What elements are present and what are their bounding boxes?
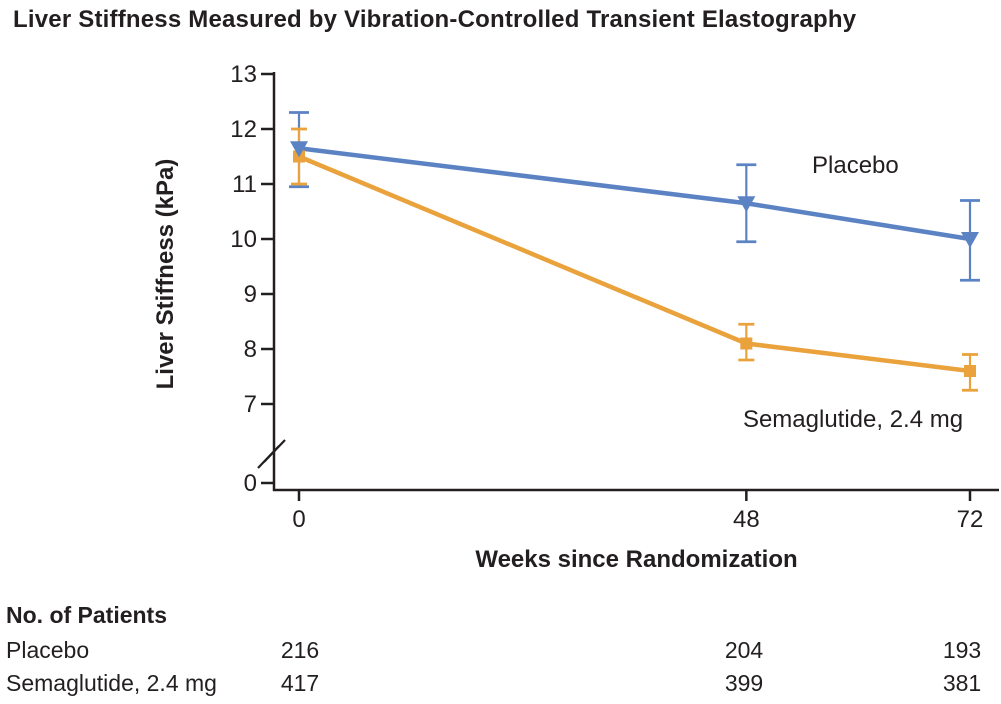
patients-row-label: Placebo	[6, 637, 90, 663]
patients-row-label: Semaglutide, 2.4 mg	[6, 670, 217, 696]
y-tick-label: 10	[230, 226, 257, 253]
square-marker	[964, 365, 976, 377]
patients-count: 399	[724, 670, 764, 696]
y-tick-label: 8	[244, 336, 257, 363]
patients-count: 193	[942, 637, 982, 663]
triangle-down-marker	[961, 232, 979, 248]
x-axis-title: Weeks since Randomization	[475, 546, 798, 573]
patients-count: 216	[280, 637, 320, 663]
y-tick-label: 9	[244, 281, 257, 308]
y-tick-label: 11	[232, 171, 257, 198]
axis-break-slash	[257, 445, 280, 469]
series-label-semaglutide: Semaglutide, 2.4 mg	[742, 406, 964, 433]
patients-row-placebo: Placebo 216 204 193	[0, 637, 1001, 665]
patients-count: 417	[280, 670, 320, 696]
y-tick-label: 7	[244, 391, 257, 418]
square-marker	[740, 337, 753, 350]
triangle-down-marker	[290, 141, 308, 158]
x-tick-label: 72	[957, 506, 984, 533]
x-tick-label: 48	[733, 506, 760, 533]
y-tick-label: 12	[230, 116, 257, 143]
figure-title: Liver Stiffness Measured by Vibration-Co…	[13, 6, 857, 33]
x-tick-label: 0	[292, 506, 305, 533]
series-label-placebo: Placebo	[812, 152, 899, 179]
y-tick-label: 0	[244, 470, 257, 497]
patients-table-header: No. of Patients	[6, 602, 168, 628]
patients-count: 204	[724, 637, 764, 663]
y-tick-label: 13	[230, 61, 257, 88]
triangle-down-marker	[737, 196, 756, 213]
patients-count: 381	[942, 670, 982, 696]
y-axis-title: Liver Stiffness (kPa)	[152, 158, 179, 390]
patients-row-semaglutide: Semaglutide, 2.4 mg 417 399 381	[0, 670, 1001, 698]
